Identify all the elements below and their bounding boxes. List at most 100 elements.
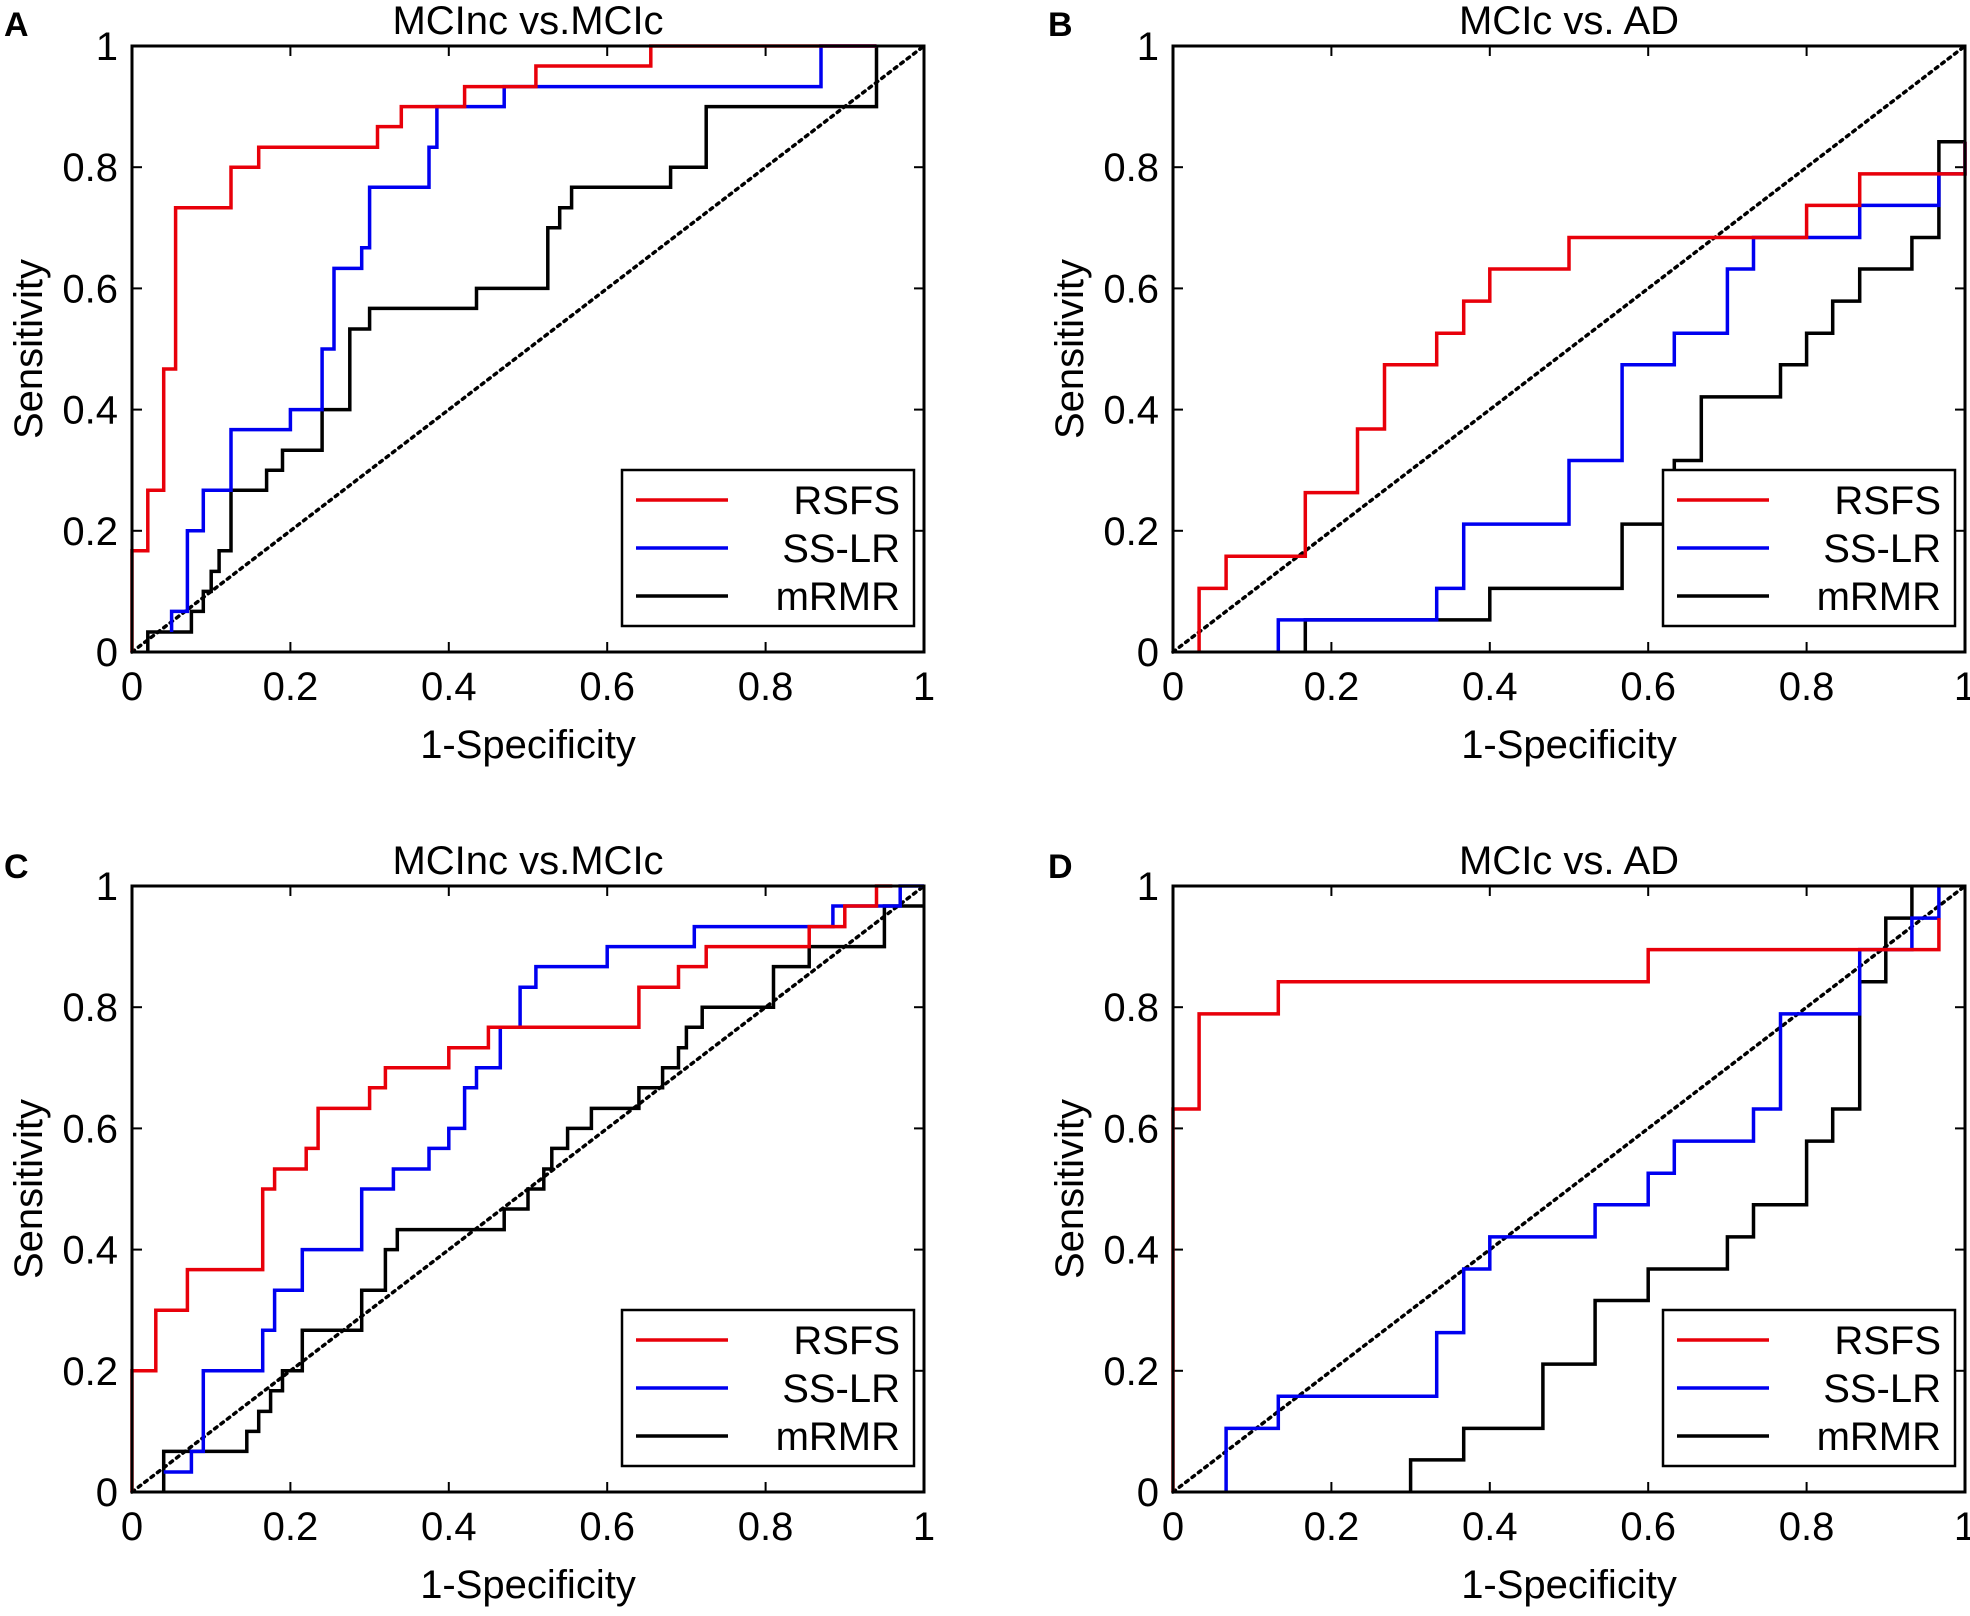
y-tick-label: 0.2 [62, 1350, 118, 1394]
chart-panel-a: A 0 0.2 0.4 0.6 0.8 1 0 0.2 0.4 0.6 0.8 1 MCInc vs.MC… [4, 0, 935, 767]
y-tick-label: 0.8 [1103, 986, 1159, 1030]
x-tick-label: 1 [1954, 1505, 1970, 1549]
legend-label-ss-lr: SS-LR [782, 527, 900, 571]
x-tick-label: 0.2 [263, 665, 319, 709]
y-tick-label: 0.4 [1103, 389, 1159, 433]
legend-label-mrmr: mRMR [776, 575, 900, 619]
x-tick-label: 0.2 [1304, 665, 1360, 709]
x-tick-label: 1 [1954, 665, 1970, 709]
chart-panel-d: D 0 0.2 0.4 0.6 0.8 1 0 0.2 0.4 0.6 0.8 1 MCIc vs. AD… [1048, 839, 1970, 1607]
x-tick-label: 0.8 [738, 665, 794, 709]
y-tick-label: 0.6 [62, 267, 118, 311]
y-tick-label: 0.6 [1103, 267, 1159, 311]
x-tick-label: 0 [121, 1505, 143, 1549]
x-tick-label: 0.8 [1779, 665, 1835, 709]
series-line-ss-lr [169, 44, 877, 632]
y-tick-label: 1 [96, 25, 118, 69]
series-line-ss-lr [1276, 141, 1967, 652]
y-tick-label: 0.4 [1103, 1229, 1159, 1273]
x-tick-label: 0.4 [421, 1505, 477, 1549]
axes-box [1171, 44, 1967, 654]
chart-title: MCInc vs.MCIc [392, 0, 663, 43]
chance-diagonal-line [130, 44, 926, 654]
y-tick-label: 0 [1137, 1471, 1159, 1515]
legend-label-rsfs: RSFS [793, 479, 900, 523]
legend-label-rsfs: RSFS [1834, 479, 1941, 523]
y-tick-label: 0 [1137, 631, 1159, 675]
legend-label-rsfs: RSFS [793, 1319, 900, 1363]
x-axis-label: 1-Specificity [420, 723, 636, 767]
y-tick-label: 0.8 [62, 986, 118, 1030]
y-tick-label: 0.2 [62, 510, 118, 554]
series-line-rsfs [130, 44, 877, 652]
series-line-rsfs [130, 884, 893, 1492]
series-line-rsfs [1197, 141, 1967, 652]
x-tick-label: 0.8 [1779, 1505, 1835, 1549]
x-axis-label: 1-Specificity [1461, 1563, 1677, 1607]
chart-title: MCInc vs.MCIc [392, 839, 663, 883]
y-tick-label: 0.4 [62, 389, 118, 433]
y-tick-label: 1 [1137, 865, 1159, 909]
y-axis-label: Sensitivity [7, 259, 51, 439]
y-tick-label: 0.2 [1103, 510, 1159, 554]
series-line-mrmr [1303, 139, 1965, 652]
x-tick-label: 1 [913, 1505, 935, 1549]
x-tick-label: 0.4 [1462, 665, 1518, 709]
y-tick-label: 1 [1137, 25, 1159, 69]
y-tick-label: 0.2 [1103, 1350, 1159, 1394]
y-tick-label: 0.8 [62, 146, 118, 190]
y-tick-label: 0 [96, 631, 118, 675]
y-tick-label: 1 [96, 865, 118, 909]
x-tick-label: 0.4 [1462, 1505, 1518, 1549]
x-tick-label: 0.6 [579, 1505, 635, 1549]
y-tick-label: 0 [96, 1471, 118, 1515]
legend-label-mrmr: mRMR [776, 1415, 900, 1459]
panel-letter: D [1048, 848, 1073, 886]
axes-box [1171, 884, 1967, 1494]
x-tick-label: 0.2 [263, 1505, 319, 1549]
x-tick-label: 0 [121, 665, 143, 709]
legend-label-ss-lr: SS-LR [782, 1367, 900, 1411]
chart-panel-c: C 0 0.2 0.4 0.6 0.8 1 0 0.2 0.4 0.6 0.8 1 MCInc vs.MC… [4, 839, 935, 1607]
chart-title: MCIc vs. AD [1459, 0, 1679, 43]
x-tick-label: 1 [913, 665, 935, 709]
legend-label-rsfs: RSFS [1834, 1319, 1941, 1363]
x-tick-label: 0.4 [421, 665, 477, 709]
x-tick-label: 0.6 [1620, 1505, 1676, 1549]
y-axis-label: Sensitivity [1048, 1099, 1092, 1279]
chart-title: MCIc vs. AD [1459, 839, 1679, 883]
chance-diagonal-line [1171, 884, 1967, 1494]
series-line-mrmr [146, 46, 879, 652]
y-axis-label: Sensitivity [7, 1099, 51, 1279]
legend-label-ss-lr: SS-LR [1823, 1367, 1941, 1411]
axes-box [130, 44, 926, 654]
series-line-rsfs [1171, 918, 1941, 1492]
y-axis-label: Sensitivity [1048, 259, 1092, 439]
y-tick-label: 0.6 [1103, 1107, 1159, 1151]
x-tick-label: 0.8 [738, 1505, 794, 1549]
legend-label-mrmr: mRMR [1817, 1415, 1941, 1459]
panel-letter: A [4, 6, 29, 44]
chance-diagonal-line [1171, 44, 1967, 654]
y-tick-label: 0.8 [1103, 146, 1159, 190]
x-tick-label: 0 [1162, 1505, 1184, 1549]
y-tick-label: 0.4 [62, 1229, 118, 1273]
x-axis-label: 1-Specificity [1461, 723, 1677, 767]
axes-box [130, 884, 926, 1494]
legend-label-ss-lr: SS-LR [1823, 527, 1941, 571]
chart-panel-b: B 0 0.2 0.4 0.6 0.8 1 0 0.2 0.4 0.6 0.8 1 MCIc vs. AD… [1048, 0, 1970, 767]
panel-letter: B [1048, 6, 1073, 44]
panel-letter: C [4, 848, 29, 886]
x-tick-label: 0.6 [1620, 665, 1676, 709]
x-axis-label: 1-Specificity [420, 1563, 636, 1607]
x-tick-label: 0.6 [579, 665, 635, 709]
y-tick-label: 0.6 [62, 1107, 118, 1151]
series-line-ss-lr [1224, 886, 1941, 1492]
x-tick-label: 0 [1162, 665, 1184, 709]
series-line-ss-lr [163, 884, 924, 1474]
